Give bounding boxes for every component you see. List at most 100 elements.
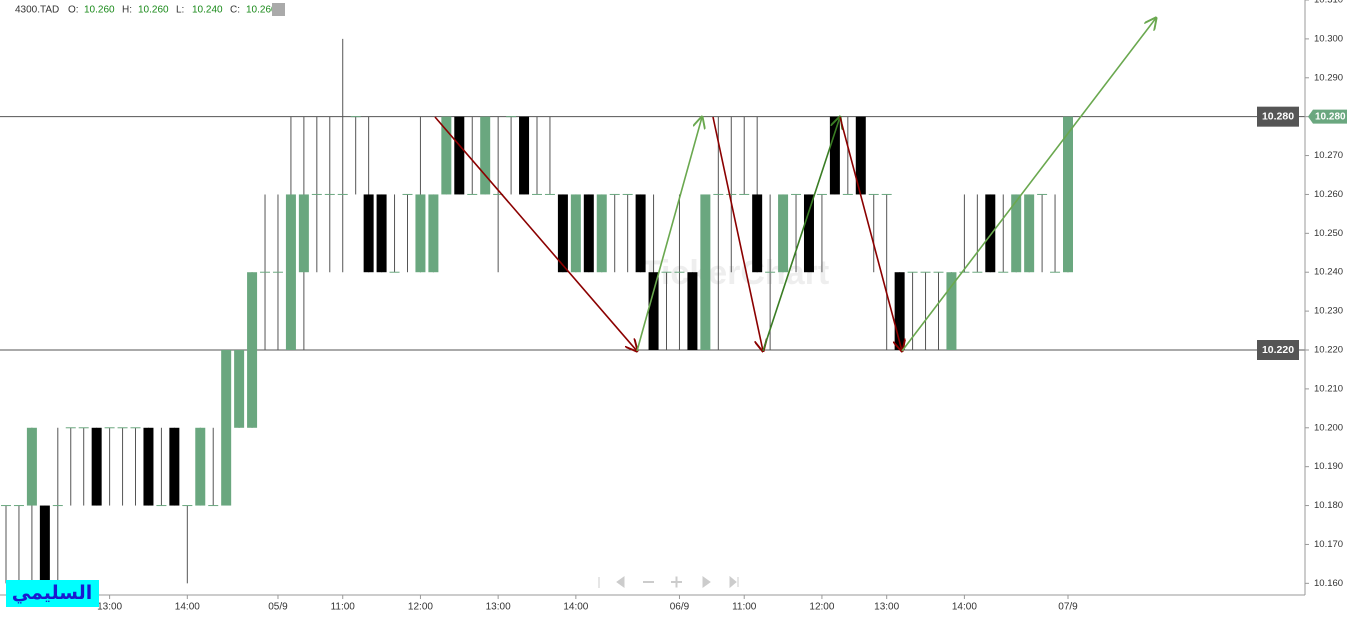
level-label-bg <box>1257 106 1299 127</box>
arrow <box>636 117 702 352</box>
header-menu[interactable] <box>272 3 285 16</box>
y-tick-label: 10.170 <box>1314 539 1343 550</box>
y-tick-label: 10.200 <box>1314 422 1343 433</box>
candle-body <box>247 272 258 428</box>
candle-body <box>648 272 659 350</box>
y-tick-label: 10.230 <box>1314 306 1343 317</box>
candle-body <box>480 116 491 195</box>
y-tick-label: 10.220 <box>1314 345 1343 356</box>
candle-body <box>143 427 154 506</box>
arrow <box>901 18 1156 352</box>
candle-body <box>583 194 594 273</box>
scroll-right[interactable] <box>702 576 711 588</box>
candle-body <box>441 116 452 195</box>
candle-body <box>778 194 789 273</box>
x-tick-label: 14:00 <box>952 602 977 613</box>
arrow <box>434 116 637 351</box>
candle-body <box>298 194 309 273</box>
candle-body <box>946 272 957 350</box>
candle-body <box>985 194 996 273</box>
corner-label-bg <box>6 580 99 607</box>
ohlc-key: C: <box>230 5 240 16</box>
watermark: TickerChart <box>641 254 829 292</box>
ohlc-value: 10.260 <box>246 5 277 16</box>
candle-body <box>557 194 568 273</box>
plot-area <box>0 38 1305 584</box>
x-tick-label: 13:00 <box>97 602 122 613</box>
candle-body <box>894 272 905 350</box>
candle-body <box>1024 194 1035 273</box>
candle-body <box>221 350 232 506</box>
candle-body <box>39 505 50 584</box>
x-tick-label: 05/9 <box>268 602 288 613</box>
y-tick-label: 10.310 <box>1314 0 1343 6</box>
candle-body <box>91 427 102 506</box>
candle-body <box>376 194 387 273</box>
x-tick-label: 13:00 <box>874 602 899 613</box>
candle-body <box>285 194 296 350</box>
y-tick-label: 10.190 <box>1314 461 1343 472</box>
candle-body <box>829 116 840 195</box>
y-tick-label: 10.240 <box>1314 267 1343 278</box>
candle-body <box>428 194 439 273</box>
ohlc-value: 10.260 <box>84 5 115 16</box>
ohlc-key: O: <box>68 5 79 16</box>
nav-controls[interactable] <box>598 575 739 589</box>
candle-body <box>234 350 245 428</box>
y-tick-label: 10.210 <box>1314 383 1343 394</box>
y-tick-label: 10.160 <box>1314 578 1343 589</box>
ohlc-value: 10.240 <box>192 5 223 16</box>
x-tick-label: 12:00 <box>408 602 433 613</box>
candle-body <box>1011 194 1022 273</box>
y-tick-label: 10.270 <box>1314 150 1343 161</box>
x-tick-label: 13:00 <box>486 602 511 613</box>
candle-body <box>700 194 711 350</box>
candle-body <box>752 194 763 273</box>
scroll-end[interactable] <box>729 575 739 589</box>
x-tick-label: 07/9 <box>1058 602 1078 613</box>
candle-body <box>635 194 646 273</box>
ohlc-key: H: <box>122 5 132 16</box>
candle-body <box>570 194 581 273</box>
zoom-in[interactable] <box>671 576 682 588</box>
candle-body <box>1063 116 1073 273</box>
candle-body <box>363 194 374 273</box>
y-tick-label: 10.290 <box>1314 72 1343 83</box>
y-tick-label: 10.260 <box>1314 189 1343 200</box>
candle-body <box>26 427 37 506</box>
arrow <box>712 116 763 351</box>
x-tick-label: 11:00 <box>732 602 757 613</box>
level-label-bg <box>1257 340 1299 360</box>
x-tick-label: 12:00 <box>809 602 834 613</box>
candle-body <box>596 194 607 273</box>
x-tick-label: 06/9 <box>670 602 690 613</box>
candle-body <box>195 427 206 506</box>
scroll-left[interactable] <box>616 576 625 588</box>
arrow <box>839 116 902 351</box>
y-tick-label: 10.300 <box>1314 33 1343 44</box>
x-tick-label: 14:00 <box>563 602 588 613</box>
last-price-tag <box>1308 109 1347 124</box>
x-tick-label: 11:00 <box>331 602 356 613</box>
ohlc-key: L: <box>176 5 184 16</box>
candle-body <box>803 194 814 273</box>
last-price-label: 10.280 <box>1315 111 1346 122</box>
candle-body <box>687 272 698 350</box>
y-tick-label: 10.250 <box>1314 228 1343 239</box>
symbol: 4300.TAD <box>15 5 59 16</box>
arrow <box>762 117 840 352</box>
candle-body <box>415 194 426 273</box>
candle-body <box>169 427 180 506</box>
corner-label: السليمي <box>12 583 92 604</box>
candle-body <box>454 116 465 195</box>
level-label: 10.220 <box>1262 344 1294 356</box>
ohlc-value: 10.260 <box>138 5 169 16</box>
candle-body <box>855 116 866 195</box>
header: 4300.TAD O: 10.260 H: 10.260 L: 10.240 C: 10.26… <box>15 3 285 16</box>
y-tick-label: 10.180 <box>1314 500 1343 511</box>
level-label: 10.280 <box>1262 110 1294 122</box>
trend-arrows <box>434 18 1156 352</box>
candle-body <box>519 116 530 195</box>
